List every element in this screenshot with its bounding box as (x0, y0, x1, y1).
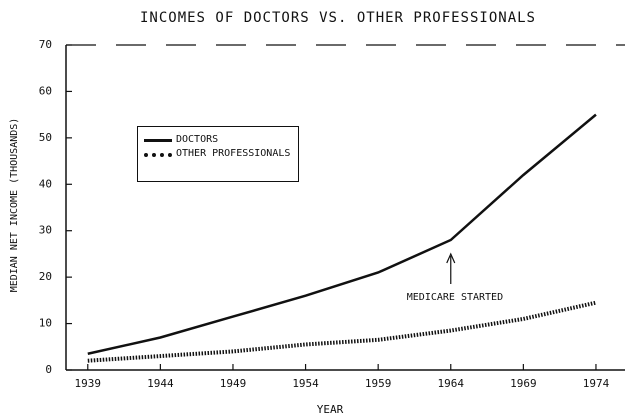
x-tick-label: 1944 (147, 377, 174, 390)
legend-label: DOCTORS (176, 134, 219, 145)
legend-swatch (144, 153, 172, 157)
x-tick-label: 1954 (292, 377, 319, 390)
series-line (87, 300, 597, 363)
y-tick-label: 40 (39, 177, 52, 190)
x-tick-label: 1974 (583, 377, 610, 390)
x-tick-label: 1969 (510, 377, 537, 390)
x-tick-label: 1949 (220, 377, 247, 390)
x-tick-label: 1939 (75, 377, 102, 390)
series-line (87, 113, 597, 355)
legend: DOCTORS OTHER PROFESSIONALS (137, 126, 299, 182)
y-tick-label: 20 (39, 270, 52, 283)
annotation-arrowhead (446, 252, 456, 264)
y-tick-label: 50 (39, 131, 52, 144)
y-tick-label: 0 (45, 363, 52, 376)
legend-label: OTHER PROFESSIONALS (176, 148, 291, 159)
y-tick-label: 70 (39, 38, 52, 51)
x-tick-label: 1959 (365, 377, 392, 390)
y-tick-label: 30 (39, 224, 52, 237)
y-tick-label: 60 (39, 84, 52, 97)
x-axis-label: YEAR (317, 403, 344, 416)
y-tick-label: 10 (39, 317, 52, 330)
annotation: MEDICARE STARTED (407, 292, 503, 303)
legend-swatch (144, 139, 172, 142)
x-tick-label: 1964 (438, 377, 465, 390)
chart-title: INCOMES OF DOCTORS VS. OTHER PROFESSIONA… (140, 10, 536, 26)
y-axis-label: MEDIAN NET INCOME (THOUSANDS) (9, 118, 20, 293)
